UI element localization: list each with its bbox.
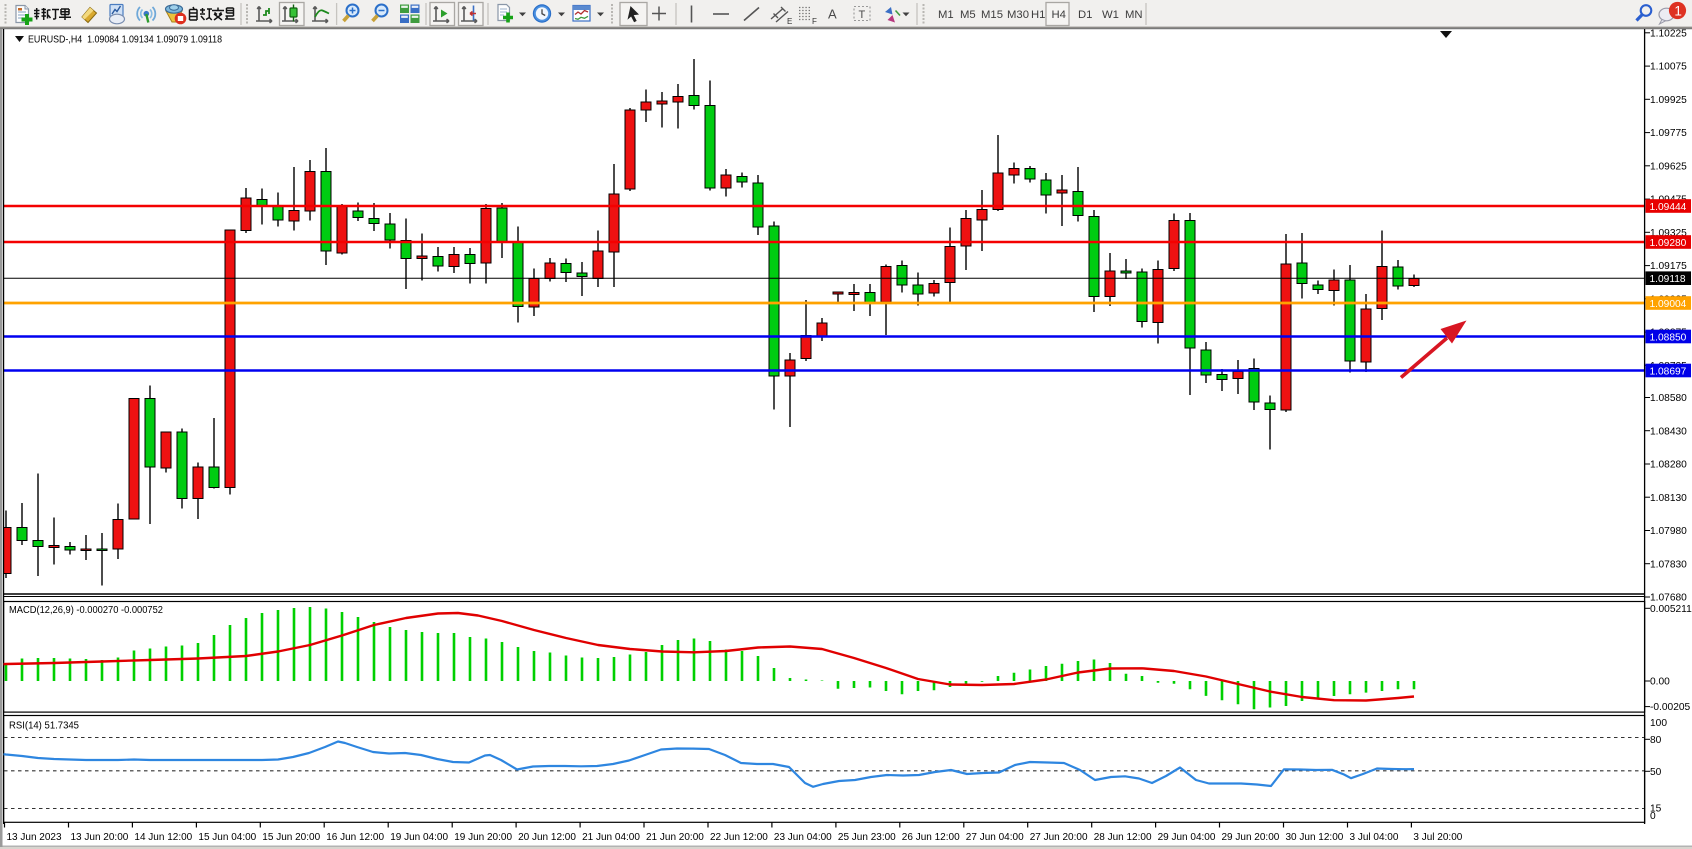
svg-text:0: 0 (1650, 811, 1656, 822)
svg-text:1.08697: 1.08697 (1650, 366, 1687, 377)
svg-text:50: 50 (1650, 767, 1662, 778)
svg-text:1: 1 (1674, 3, 1682, 18)
svg-text:19 Jun 20:00: 19 Jun 20:00 (454, 832, 512, 843)
svg-text:0.005211: 0.005211 (1650, 604, 1692, 615)
svg-text:1.08580: 1.08580 (1650, 393, 1687, 404)
svg-text:1.09175: 1.09175 (1650, 261, 1687, 272)
svg-text:M5: M5 (960, 9, 976, 21)
svg-text:RSI(14) 51.7345: RSI(14) 51.7345 (9, 721, 79, 732)
svg-text:-0.00205: -0.00205 (1650, 702, 1691, 713)
svg-text:26 Jun 12:00: 26 Jun 12:00 (902, 832, 960, 843)
svg-text:1.10075: 1.10075 (1650, 62, 1687, 73)
svg-text:3 Jul 04:00: 3 Jul 04:00 (1350, 832, 1399, 843)
svg-text:M1: M1 (938, 9, 954, 21)
svg-text:F: F (812, 17, 817, 26)
svg-text:H4: H4 (1052, 9, 1066, 21)
svg-text:M15: M15 (981, 9, 1003, 21)
svg-text:27 Jun 04:00: 27 Jun 04:00 (966, 832, 1024, 843)
svg-text:27 Jun 20:00: 27 Jun 20:00 (1030, 832, 1088, 843)
svg-text:14 Jun 12:00: 14 Jun 12:00 (134, 832, 192, 843)
svg-text:20 Jun 12:00: 20 Jun 12:00 (518, 832, 576, 843)
svg-text:29 Jun 20:00: 29 Jun 20:00 (1222, 832, 1280, 843)
svg-text:21 Jun 20:00: 21 Jun 20:00 (646, 832, 704, 843)
svg-text:15 Jun 04:00: 15 Jun 04:00 (198, 832, 256, 843)
svg-text:13 Jun 20:00: 13 Jun 20:00 (71, 832, 129, 843)
svg-text:22 Jun 12:00: 22 Jun 12:00 (710, 832, 768, 843)
svg-text:1.09625: 1.09625 (1650, 161, 1687, 172)
svg-text:1.09325: 1.09325 (1650, 228, 1687, 239)
svg-text:W1: W1 (1102, 9, 1119, 21)
svg-text:E: E (787, 17, 792, 26)
svg-text:1.09775: 1.09775 (1650, 128, 1687, 139)
svg-text:21 Jun 04:00: 21 Jun 04:00 (582, 832, 640, 843)
svg-text:100: 100 (1650, 718, 1667, 729)
svg-text:A: A (828, 7, 837, 22)
svg-text:1.09280: 1.09280 (1650, 238, 1687, 249)
svg-text:13 Jun 2023: 13 Jun 2023 (7, 832, 62, 843)
svg-text:1.07830: 1.07830 (1650, 559, 1687, 570)
svg-text:D1: D1 (1078, 9, 1092, 21)
svg-text:1.08130: 1.08130 (1650, 493, 1687, 504)
svg-text:M30: M30 (1007, 9, 1029, 21)
svg-text:1.09118: 1.09118 (1650, 274, 1686, 285)
svg-text:15: 15 (1650, 804, 1662, 815)
svg-text:1.09925: 1.09925 (1650, 95, 1687, 106)
svg-text:30 Jun 12:00: 30 Jun 12:00 (1286, 832, 1344, 843)
svg-text:EURUSD-,H4 1.09084 1.09134 1.: EURUSD-,H4 1.09084 1.09134 1.09079 1.091… (28, 35, 222, 46)
svg-text:15 Jun 20:00: 15 Jun 20:00 (262, 832, 320, 843)
svg-text:1.09444: 1.09444 (1650, 202, 1687, 213)
svg-text:23 Jun 04:00: 23 Jun 04:00 (774, 832, 832, 843)
svg-text:T: T (859, 9, 866, 21)
svg-text:29 Jun 04:00: 29 Jun 04:00 (1158, 832, 1216, 843)
svg-text:1.09004: 1.09004 (1650, 299, 1687, 310)
svg-text:16 Jun 12:00: 16 Jun 12:00 (326, 832, 384, 843)
svg-text:19 Jun 04:00: 19 Jun 04:00 (390, 832, 448, 843)
svg-text:25 Jun 23:00: 25 Jun 23:00 (838, 832, 896, 843)
svg-text:1.08280: 1.08280 (1650, 460, 1687, 471)
svg-text:1.10225: 1.10225 (1650, 28, 1687, 39)
svg-text:3 Jul 20:00: 3 Jul 20:00 (1413, 832, 1462, 843)
svg-text:80: 80 (1650, 735, 1662, 746)
svg-text:1.07680: 1.07680 (1650, 593, 1687, 604)
svg-text:28 Jun 12:00: 28 Jun 12:00 (1094, 832, 1152, 843)
svg-text:MN: MN (1125, 9, 1143, 21)
svg-text:1.08850: 1.08850 (1650, 332, 1687, 343)
svg-text:1.08430: 1.08430 (1650, 426, 1687, 437)
svg-text:1.07980: 1.07980 (1650, 526, 1687, 537)
svg-text:0.00: 0.00 (1650, 677, 1670, 688)
svg-text:MACD(12,26,9) -0.000270 -0.000: MACD(12,26,9) -0.000270 -0.000752 (9, 605, 163, 616)
svg-text:H1: H1 (1031, 9, 1045, 21)
